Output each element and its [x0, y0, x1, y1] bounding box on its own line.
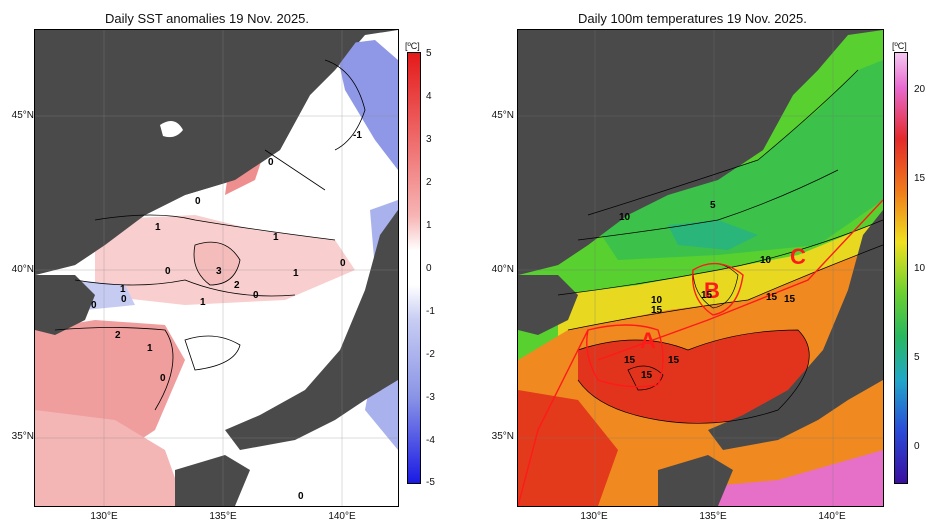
left-contour-label: 2 — [115, 330, 121, 341]
right-green-north — [588, 60, 883, 260]
right-contour-label: 5 — [710, 200, 716, 211]
left-cbar-tick: 2 — [426, 177, 432, 188]
left-lon-label-140: 140°E — [328, 511, 356, 522]
left-contour-label: 3 — [216, 266, 222, 277]
left-cbar-tick: -1 — [426, 306, 435, 317]
region-label-b: B — [704, 278, 720, 303]
right-contour-label: 15 — [641, 370, 653, 381]
left-contour-label: 0 — [121, 294, 127, 305]
left-cbar-tick: -4 — [426, 435, 435, 446]
left-island — [160, 121, 183, 138]
left-colorbar-unit: [ºC] — [405, 41, 420, 51]
right-colorbar — [894, 52, 908, 484]
left-land-asia — [35, 30, 365, 275]
left-contour-label: 1 — [200, 297, 206, 308]
left-lat-label-40: 40°N — [11, 264, 34, 275]
right-contour-label: 10 — [619, 212, 631, 223]
sst-anomaly-map: -1 0 0 1 1 1 0 0 3 2 0 1 1 0 0 2 1 0 0 — [34, 29, 399, 507]
left-cbar-tick: 4 — [426, 91, 432, 102]
right-contour-label: 15 — [766, 292, 778, 303]
left-contour-label: 0 — [160, 373, 166, 384]
right-cbar-tick: 15 — [914, 173, 926, 184]
right-contour-label: 15 — [651, 305, 663, 316]
left-contour-label: 1 — [293, 268, 299, 279]
left-cbar-tick: -2 — [426, 349, 435, 360]
left-warm-patch-mid — [95, 215, 355, 305]
left-cbar-tick: 5 — [426, 48, 432, 59]
right-cbar-tick: 20 — [914, 84, 926, 95]
right-cyan-patch — [668, 220, 758, 250]
left-land-kyushu — [175, 455, 250, 506]
left-lon-label-135: 135°E — [209, 511, 237, 522]
right-contour-label: 15 — [668, 355, 680, 366]
left-contour-label: 2 — [234, 280, 240, 291]
left-cbar-tick: -3 — [426, 392, 435, 403]
left-lat-label-45: 45°N — [11, 110, 34, 121]
temp-100m-map: A B C 10 5 10 10 15 15 15 15 15 15 15 — [517, 29, 884, 507]
left-contour-label: 1 — [273, 232, 279, 243]
region-label-a: A — [640, 328, 656, 353]
left-contour-label: 0 — [253, 290, 259, 301]
left-land-japan — [225, 210, 398, 450]
right-lat-label-45: 45°N — [491, 110, 514, 121]
left-contour-label: 0 — [195, 196, 201, 207]
right-lon-label-135: 135°E — [699, 511, 727, 522]
right-contour-label: 15 — [784, 294, 796, 305]
left-contour-label: 0 — [340, 258, 346, 269]
right-contour-label: 10 — [760, 255, 772, 266]
right-panel-title: Daily 100m temperatures 19 Nov. 2025. — [578, 11, 807, 26]
right-colorbar-unit: [ºC] — [892, 41, 907, 51]
right-land-japan — [708, 210, 883, 450]
right-lon-label-140: 140°E — [818, 511, 846, 522]
right-cbar-tick: 0 — [914, 441, 920, 452]
right-red-core — [578, 330, 810, 424]
right-contour-label: 15 — [624, 355, 636, 366]
left-contour-label: 0 — [298, 491, 304, 502]
left-contour-label: 1 — [147, 343, 153, 354]
left-warm-patch-south — [35, 410, 185, 506]
left-panel-title: Daily SST anomalies 19 Nov. 2025. — [105, 11, 310, 26]
region-label-c: C — [790, 244, 806, 269]
left-land-korea — [35, 275, 95, 335]
left-cbar-tick: -5 — [426, 477, 435, 488]
left-colorbar — [407, 52, 421, 484]
right-land-korea — [518, 275, 578, 335]
right-cbar-tick: 10 — [914, 263, 926, 274]
left-contour-label: 1 — [155, 222, 161, 233]
right-cbar-tick: 5 — [914, 352, 920, 363]
right-contour-label: 15 — [701, 290, 713, 301]
right-land-asia — [518, 30, 848, 275]
left-lon-label-130: 130°E — [90, 511, 118, 522]
right-contour-label: 10 — [651, 295, 663, 306]
left-contour-label: 0 — [91, 300, 97, 311]
right-lat-label-35: 35°N — [491, 431, 514, 442]
left-cbar-tick: 1 — [426, 220, 432, 231]
left-cbar-tick: 0 — [426, 263, 432, 274]
left-contour-label: -1 — [353, 130, 362, 141]
left-contour-label: 0 — [165, 266, 171, 277]
left-cbar-tick: 3 — [426, 134, 432, 145]
left-cool-patch-ne — [335, 40, 398, 170]
left-lat-label-35: 35°N — [11, 431, 34, 442]
left-contour-label: 1 — [120, 284, 126, 295]
left-contour-label: 0 — [268, 157, 274, 168]
right-lat-label-40: 40°N — [491, 264, 514, 275]
right-lon-label-130: 130°E — [580, 511, 608, 522]
